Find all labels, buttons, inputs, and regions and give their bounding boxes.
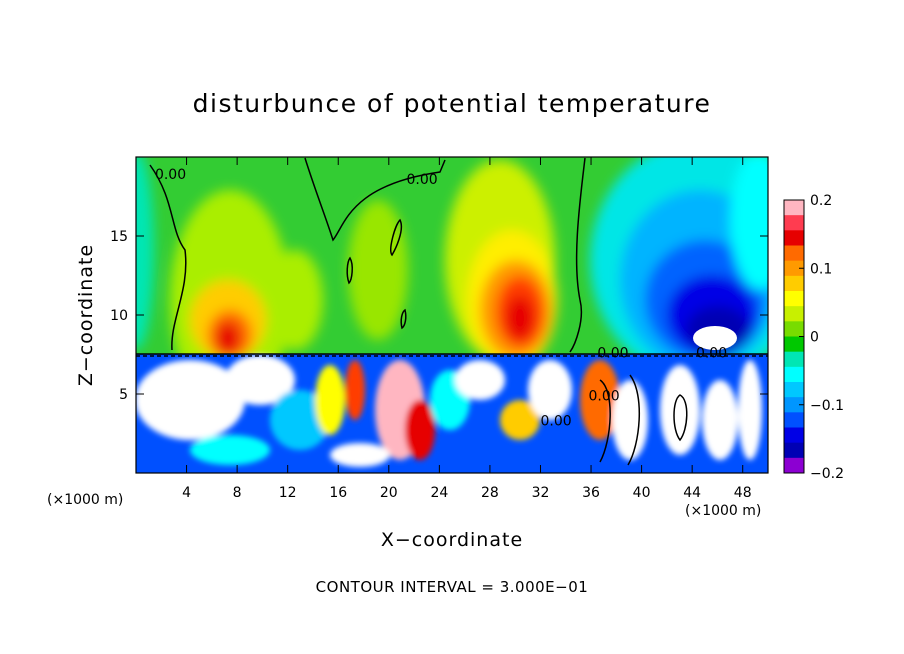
x-unit-left: (×1000 m) <box>47 492 123 508</box>
x-unit-right: (×1000 m) <box>685 503 761 519</box>
y-axis-label: Z−coordinate <box>75 244 97 386</box>
x-tick-label: 24 <box>430 485 448 501</box>
x-tick-label: 32 <box>532 485 550 501</box>
lower-layer-field <box>136 355 762 467</box>
colorbar-swatch <box>784 351 804 368</box>
colorbar-swatch <box>784 382 804 398</box>
colorbar-tick-label: 0.2 <box>810 193 832 209</box>
colorbar-swatch <box>784 260 804 277</box>
contour-label: 0.00 <box>589 388 620 404</box>
x-tick-label: 40 <box>633 485 651 501</box>
contour-label: 0.00 <box>406 172 437 188</box>
colorbar-tick-label: 0 <box>810 330 819 346</box>
contour-line <box>569 157 586 353</box>
x-tick-label: 4 <box>182 485 191 501</box>
x-tick-label: 16 <box>329 485 347 501</box>
colorbar-swatch <box>784 215 804 231</box>
x-tick-label: 12 <box>279 485 297 501</box>
x-tick-label: 36 <box>582 485 600 501</box>
contour-label: 0.00 <box>540 414 571 430</box>
y-tick-label: 5 <box>119 387 128 403</box>
colorbar-swatch <box>784 275 804 292</box>
colorbar <box>784 200 804 474</box>
colorbar-tick-label: 0.1 <box>810 261 832 277</box>
colorbar-swatch <box>784 245 804 262</box>
y-tick-label: 10 <box>110 308 128 324</box>
colorbar-swatch <box>784 412 804 428</box>
colorbar-swatch <box>784 457 804 474</box>
colorbar-swatch <box>784 200 804 216</box>
contour-line <box>390 218 403 257</box>
x-tick-label: 48 <box>734 485 752 501</box>
colorbar-swatch <box>784 291 804 307</box>
contour-line <box>400 308 407 330</box>
colorbar-swatch <box>784 397 804 413</box>
contour-line <box>673 394 688 442</box>
chart-title: disturbunce of potential temperature <box>193 89 712 118</box>
contour-label: 0.00 <box>155 167 186 183</box>
x-tick-label: 20 <box>380 485 398 501</box>
colorbar-swatch <box>784 321 804 337</box>
x-tick-label: 28 <box>481 485 499 501</box>
colorbar-swatch <box>784 427 804 444</box>
contour-line <box>304 157 446 242</box>
plot-area: 0.00 0.00 0.00 0.00 0.00 0.00 <box>136 157 768 473</box>
contour-label: 0.00 <box>696 346 727 362</box>
colorbar-ticks: 0.2 0.1 0 −0.1 −0.2 <box>799 193 844 482</box>
y-tick-label: 15 <box>110 229 128 245</box>
cold-core-white <box>693 326 737 350</box>
colorbar-tick-label: −0.1 <box>810 398 844 414</box>
colorbar-swatch <box>784 336 804 353</box>
contour-label: 0.00 <box>597 346 628 362</box>
y-axis-ticks: 5 10 15 <box>110 229 768 403</box>
colorbar-swatch <box>784 442 804 459</box>
x-tick-label: 8 <box>233 485 242 501</box>
contour-lines <box>136 157 768 466</box>
colorbar-swatch <box>784 366 804 383</box>
colorbar-swatch <box>784 230 804 246</box>
colorbar-tick-label: −0.2 <box>810 466 844 482</box>
x-axis-ticks: 4 8 12 16 20 24 28 32 36 40 44 48 <box>182 157 752 501</box>
x-axis-label: X−coordinate <box>381 529 523 551</box>
x-tick-label: 44 <box>683 485 701 501</box>
contour-labels: 0.00 0.00 0.00 0.00 0.00 0.00 <box>155 167 727 429</box>
contour-interval-note: CONTOUR INTERVAL = 3.000E−01 <box>316 578 589 596</box>
contour-line <box>599 374 640 466</box>
contour-line <box>346 256 353 285</box>
contour-line <box>149 164 187 351</box>
colorbar-swatch <box>784 306 804 322</box>
